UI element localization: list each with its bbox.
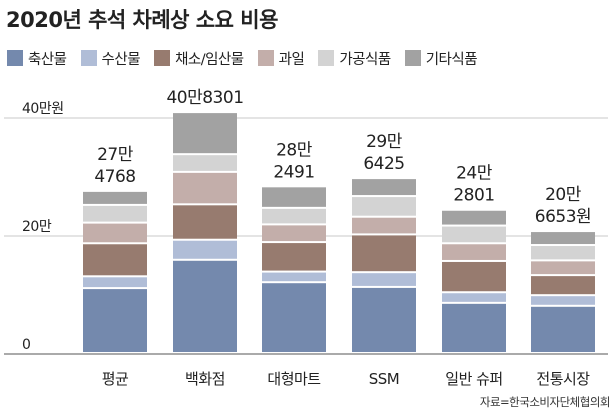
legend-item: 가공식품 (318, 48, 391, 69)
total-value-label: 40만8301 (166, 88, 243, 108)
bar-segment (173, 240, 237, 259)
total-value-label: 6425 (363, 154, 404, 174)
bar-segment (173, 205, 237, 239)
legend: 축산물 수산물 채소/임산물 과일 가공식품 기타식품 (7, 46, 491, 70)
legend-swatch (404, 50, 421, 66)
total-value-label: 6653원 (535, 207, 591, 227)
legend-swatch (154, 50, 171, 66)
bar-segment (531, 276, 595, 295)
bar-segment (83, 205, 147, 222)
bar-segment (262, 283, 326, 352)
bar-segment (262, 225, 326, 242)
bar-segment (173, 155, 237, 171)
legend-label: 채소/임산물 (175, 51, 244, 68)
x-category-label: 백화점 (185, 370, 225, 388)
bar-segment (442, 293, 506, 302)
bar-segment (83, 191, 147, 204)
bar-segment (352, 235, 416, 272)
bar-segment (531, 261, 595, 275)
bar-segment (262, 208, 326, 224)
bar-segment (173, 260, 237, 352)
y-tick-label: 40만원 (22, 101, 64, 117)
bar-segment (352, 287, 416, 352)
bar-segment (352, 217, 416, 234)
y-tick-label: 0 (22, 337, 30, 353)
total-value-label: 29만 (366, 132, 403, 152)
legend-label: 기타식품 (425, 51, 478, 68)
total-value-label: 2801 (453, 186, 494, 206)
source-note: 자료=한국소비자단체협의회 (479, 395, 611, 409)
bar-segment (352, 179, 416, 196)
bar-segment (531, 306, 595, 352)
bar-segment (352, 197, 416, 216)
total-value-label: 28만 (276, 140, 313, 160)
legend-label: 축산물 (28, 51, 67, 68)
x-category-label: 전통시장 (536, 370, 590, 388)
bar-segment (262, 243, 326, 271)
legend-label: 수산물 (101, 51, 141, 68)
total-value-label: 2491 (273, 162, 314, 182)
legend-label: 과일 (278, 51, 305, 68)
total-value-label: 24만 (456, 164, 493, 184)
bar-segment (83, 277, 147, 288)
bar-segment (83, 289, 147, 352)
x-category-label: SSM (369, 370, 400, 388)
legend-swatch (80, 50, 97, 66)
bar-segment (531, 296, 595, 305)
legend-swatch (7, 50, 23, 66)
legend-item: 수산물 (80, 48, 141, 69)
bar-segment (442, 261, 506, 292)
x-category-label: 평균 (102, 370, 129, 388)
total-value-label: 4768 (94, 167, 135, 187)
total-value-label: 27만 (97, 145, 134, 165)
bar-segment (531, 246, 595, 260)
chart-title: 2020년 추석 차례상 소요 비용 (6, 8, 278, 32)
legend-swatch (257, 50, 274, 66)
bar-segment (173, 172, 237, 204)
legend-item: 축산물 (7, 48, 67, 69)
bar-segment (83, 223, 147, 243)
bar-segment (531, 232, 595, 245)
x-category-label: 대형마트 (267, 370, 321, 388)
bar-segment (442, 226, 506, 243)
bar-segment (442, 303, 506, 352)
y-tick-label: 20만 (22, 219, 52, 235)
legend-item: 채소/임산물 (154, 48, 244, 69)
legend-label: 가공식품 (339, 51, 391, 68)
bar-segment (442, 210, 506, 225)
bar-segment (352, 273, 416, 286)
legend-swatch (318, 50, 335, 66)
total-value-label: 20만 (545, 185, 582, 205)
bar-segment (83, 244, 147, 276)
bar-segment (173, 113, 237, 154)
bar-segment (442, 244, 506, 260)
legend-item: 기타식품 (404, 48, 478, 69)
bar-segment (262, 272, 326, 282)
x-category-label: 일반 슈퍼 (445, 370, 502, 388)
bar-segment (262, 187, 326, 207)
legend-item: 과일 (257, 48, 305, 69)
